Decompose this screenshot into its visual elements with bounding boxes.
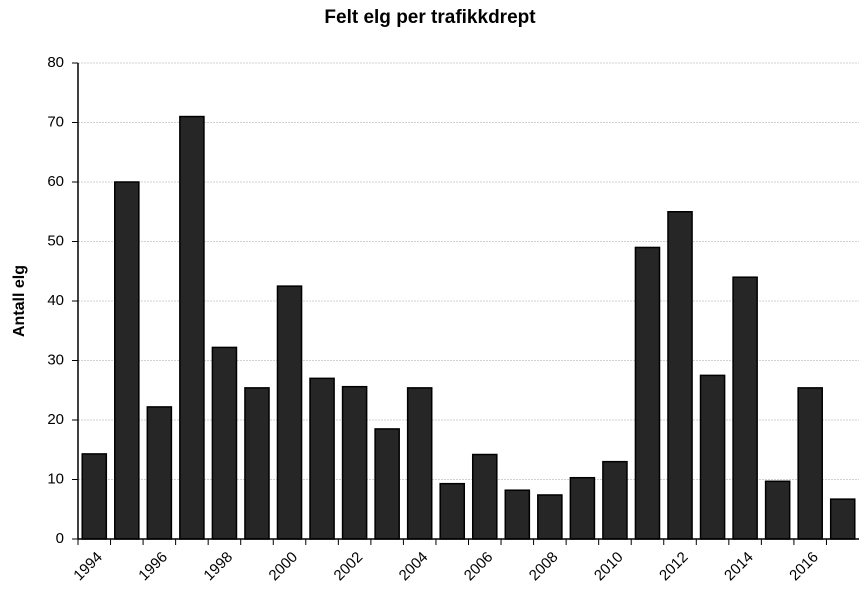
y-tick-label: 0 (56, 530, 64, 547)
x-tick-label: 2002 (331, 549, 367, 585)
x-tick-label: 2010 (591, 549, 627, 585)
y-tick-label: 40 (47, 292, 64, 309)
bar (732, 276, 758, 540)
bar (179, 115, 205, 540)
bar (634, 246, 661, 540)
x-tick-label: 2012 (656, 549, 692, 585)
x-tick-label: 2006 (461, 549, 497, 585)
bar (602, 460, 628, 540)
bar (309, 377, 335, 540)
bar (569, 476, 596, 540)
bar (699, 374, 726, 540)
chart-title: Felt elg per trafikkdrept (324, 7, 536, 28)
bar (537, 494, 563, 540)
y-axis-label: Antall elg (11, 265, 28, 337)
y-tick-label: 60 (47, 173, 64, 190)
bar (406, 387, 433, 540)
x-tick-label: 2016 (786, 549, 822, 585)
x-tick-label: 1996 (135, 549, 171, 585)
y-tick-label: 80 (47, 54, 64, 71)
bar (81, 453, 108, 540)
bar (797, 387, 823, 540)
bar (341, 385, 368, 540)
x-tick-label: 2014 (721, 549, 757, 585)
bar (211, 346, 238, 540)
bar (829, 498, 856, 540)
y-tick-label: 30 (47, 351, 64, 368)
bar (114, 181, 140, 540)
x-tick-label: 1994 (70, 549, 106, 585)
y-tick-label: 70 (47, 113, 64, 130)
x-tick-label: 2008 (526, 549, 562, 585)
bar (667, 211, 693, 540)
bar (276, 285, 303, 540)
x-tick-label: 2004 (396, 549, 432, 585)
bar (439, 482, 466, 540)
bar (374, 428, 400, 540)
bar (504, 489, 531, 540)
x-tick-label: 1998 (200, 549, 236, 585)
y-tick-label: 10 (47, 470, 64, 487)
bar (764, 480, 791, 540)
bar (146, 406, 173, 540)
x-tick-label: 2000 (266, 549, 302, 585)
y-tick-label: 50 (47, 232, 64, 249)
bar (244, 387, 270, 540)
y-tick-label: 20 (47, 411, 64, 428)
bar (471, 453, 498, 540)
